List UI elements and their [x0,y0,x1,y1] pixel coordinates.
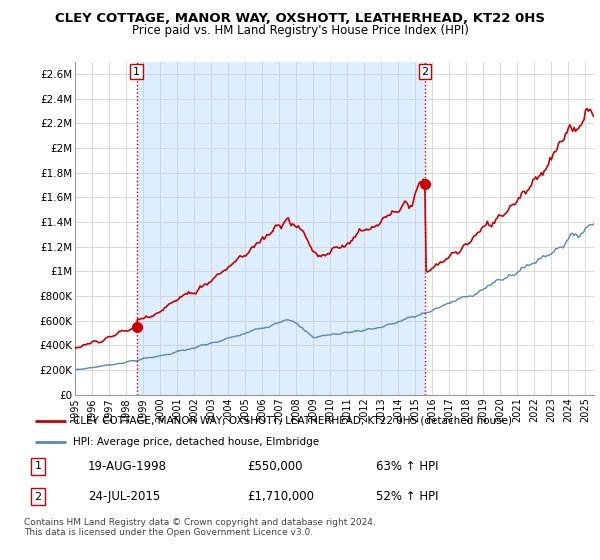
Text: CLEY COTTAGE, MANOR WAY, OXSHOTT, LEATHERHEAD, KT22 0HS: CLEY COTTAGE, MANOR WAY, OXSHOTT, LEATHE… [55,12,545,25]
Text: CLEY COTTAGE, MANOR WAY, OXSHOTT, LEATHERHEAD, KT22 0HS (detached house): CLEY COTTAGE, MANOR WAY, OXSHOTT, LEATHE… [73,416,512,426]
Text: Price paid vs. HM Land Registry's House Price Index (HPI): Price paid vs. HM Land Registry's House … [131,24,469,36]
Text: Contains HM Land Registry data © Crown copyright and database right 2024.
This d: Contains HM Land Registry data © Crown c… [24,518,376,538]
Text: 2: 2 [421,67,428,77]
Text: 1: 1 [133,67,140,77]
Bar [137,62,425,395]
Text: 19-AUG-1998: 19-AUG-1998 [88,460,167,473]
Text: 24-JUL-2015: 24-JUL-2015 [88,490,160,503]
Text: £550,000: £550,000 [247,460,303,473]
Text: 2: 2 [34,492,41,502]
Text: 52% ↑ HPI: 52% ↑ HPI [376,490,438,503]
Text: 63% ↑ HPI: 63% ↑ HPI [376,460,438,473]
Text: HPI: Average price, detached house, Elmbridge: HPI: Average price, detached house, Elmb… [73,437,319,446]
Text: £1,710,000: £1,710,000 [247,490,314,503]
Text: 1: 1 [34,461,41,472]
